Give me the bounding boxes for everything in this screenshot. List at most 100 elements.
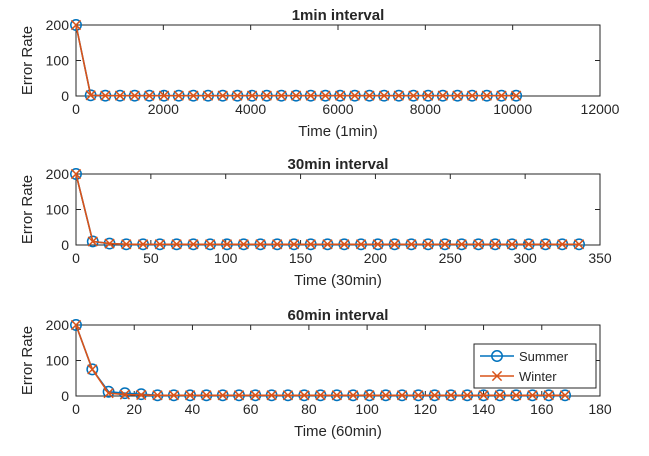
data-point-marker	[523, 239, 534, 250]
data-point-marker	[86, 363, 99, 376]
data-point-marker	[462, 390, 473, 401]
data-point-marker	[511, 390, 522, 401]
series-summer	[70, 19, 523, 102]
data-point-marker	[506, 239, 518, 250]
data-point-marker	[121, 239, 132, 250]
data-point-marker	[266, 390, 277, 401]
data-point-marker	[364, 90, 375, 101]
data-point-marker	[408, 90, 419, 101]
data-point-marker	[396, 390, 408, 401]
data-point-marker	[205, 239, 216, 250]
data-point-marker	[119, 389, 131, 400]
data-point-marker	[168, 390, 179, 401]
data-point-marker	[389, 239, 400, 250]
data-point-marker	[305, 239, 316, 250]
data-point-marker	[511, 90, 522, 101]
legend-label: Winter	[519, 369, 557, 384]
data-point-marker	[87, 236, 98, 247]
data-point-marker	[70, 319, 82, 331]
y-tick-label: 200	[46, 166, 70, 182]
data-point-marker	[349, 90, 360, 101]
data-point-marker	[355, 239, 367, 250]
data-point-marker	[158, 90, 170, 101]
y-tick-label: 100	[46, 53, 70, 69]
y-tick-label: 100	[46, 353, 70, 369]
data-point-marker	[114, 90, 126, 101]
x-tick-label: 4000	[235, 101, 266, 117]
data-point-marker	[221, 239, 233, 250]
data-point-marker	[85, 90, 96, 101]
data-point-marker	[494, 390, 505, 401]
data-point-marker	[378, 90, 390, 101]
x-tick-label: 20	[126, 401, 142, 417]
data-point-marker	[129, 90, 140, 101]
data-point-marker	[527, 390, 538, 401]
data-point-marker	[322, 239, 333, 250]
data-point-marker	[540, 239, 551, 250]
data-point-marker	[422, 90, 434, 101]
x-tick-label: 12000	[581, 101, 620, 117]
x-tick-label: 100	[214, 250, 238, 266]
data-point-marker	[70, 168, 82, 180]
data-point-marker	[276, 90, 287, 101]
data-point-marker	[246, 90, 258, 101]
data-point-marker	[380, 390, 391, 401]
y-tick-label: 0	[61, 388, 69, 404]
data-point-marker	[348, 390, 359, 401]
data-point-marker	[473, 239, 484, 250]
data-point-marker	[188, 90, 199, 101]
data-point-marker	[282, 390, 294, 401]
data-point-marker	[137, 239, 149, 250]
data-point-marker	[70, 19, 82, 31]
data-point-marker	[557, 239, 568, 250]
data-point-marker	[118, 387, 131, 400]
data-point-marker	[261, 90, 272, 101]
data-point-marker	[406, 239, 417, 250]
data-point-marker	[290, 90, 302, 101]
axes-box	[75, 24, 601, 97]
data-point-marker	[559, 390, 571, 401]
data-point-marker	[102, 385, 115, 398]
data-point-marker	[87, 364, 98, 375]
data-point-marker	[272, 239, 283, 250]
x-axis-label: Time (1min)	[298, 123, 377, 140]
data-point-marker	[429, 390, 440, 401]
x-tick-label: 10000	[493, 101, 532, 117]
data-point-marker	[144, 90, 155, 101]
data-point-marker	[315, 390, 326, 401]
data-point-marker	[320, 90, 331, 101]
series-line	[75, 24, 517, 97]
x-tick-label: 8000	[410, 101, 441, 117]
data-point-marker	[422, 239, 434, 250]
data-point-marker	[456, 239, 467, 250]
x-tick-label: 300	[513, 250, 537, 266]
data-point-marker	[573, 239, 585, 250]
y-tick-label: 100	[46, 202, 70, 218]
x-tick-label: 120	[414, 401, 438, 417]
data-point-marker	[364, 390, 375, 401]
data-point-marker	[171, 239, 182, 250]
data-point-marker	[305, 90, 316, 101]
data-point-marker	[70, 19, 82, 31]
data-point-marker	[202, 90, 214, 101]
legend-label: Summer	[519, 349, 569, 364]
subplot-title: 1min interval	[292, 7, 385, 24]
data-point-marker	[490, 239, 501, 250]
data-point-marker	[413, 390, 424, 401]
data-point-marker	[467, 90, 478, 101]
y-tick-label: 200	[46, 17, 70, 33]
data-point-marker	[217, 90, 228, 101]
data-point-marker	[496, 90, 507, 101]
y-axis-label: Error Rate	[19, 26, 36, 95]
y-tick-label: 200	[46, 317, 70, 333]
x-axis-label: Time (30min)	[294, 272, 382, 289]
subplot-3: 0 20 40 60 80 100 120 140 160 180 0 100 200 60min int…	[19, 307, 612, 440]
x-tick-label: 2000	[148, 101, 179, 117]
data-point-marker	[255, 239, 266, 250]
series-winter	[70, 19, 522, 101]
data-point-marker	[70, 168, 82, 180]
data-point-marker	[393, 90, 404, 101]
x-tick-label: 0	[72, 250, 80, 266]
x-tick-label: 160	[530, 401, 554, 417]
